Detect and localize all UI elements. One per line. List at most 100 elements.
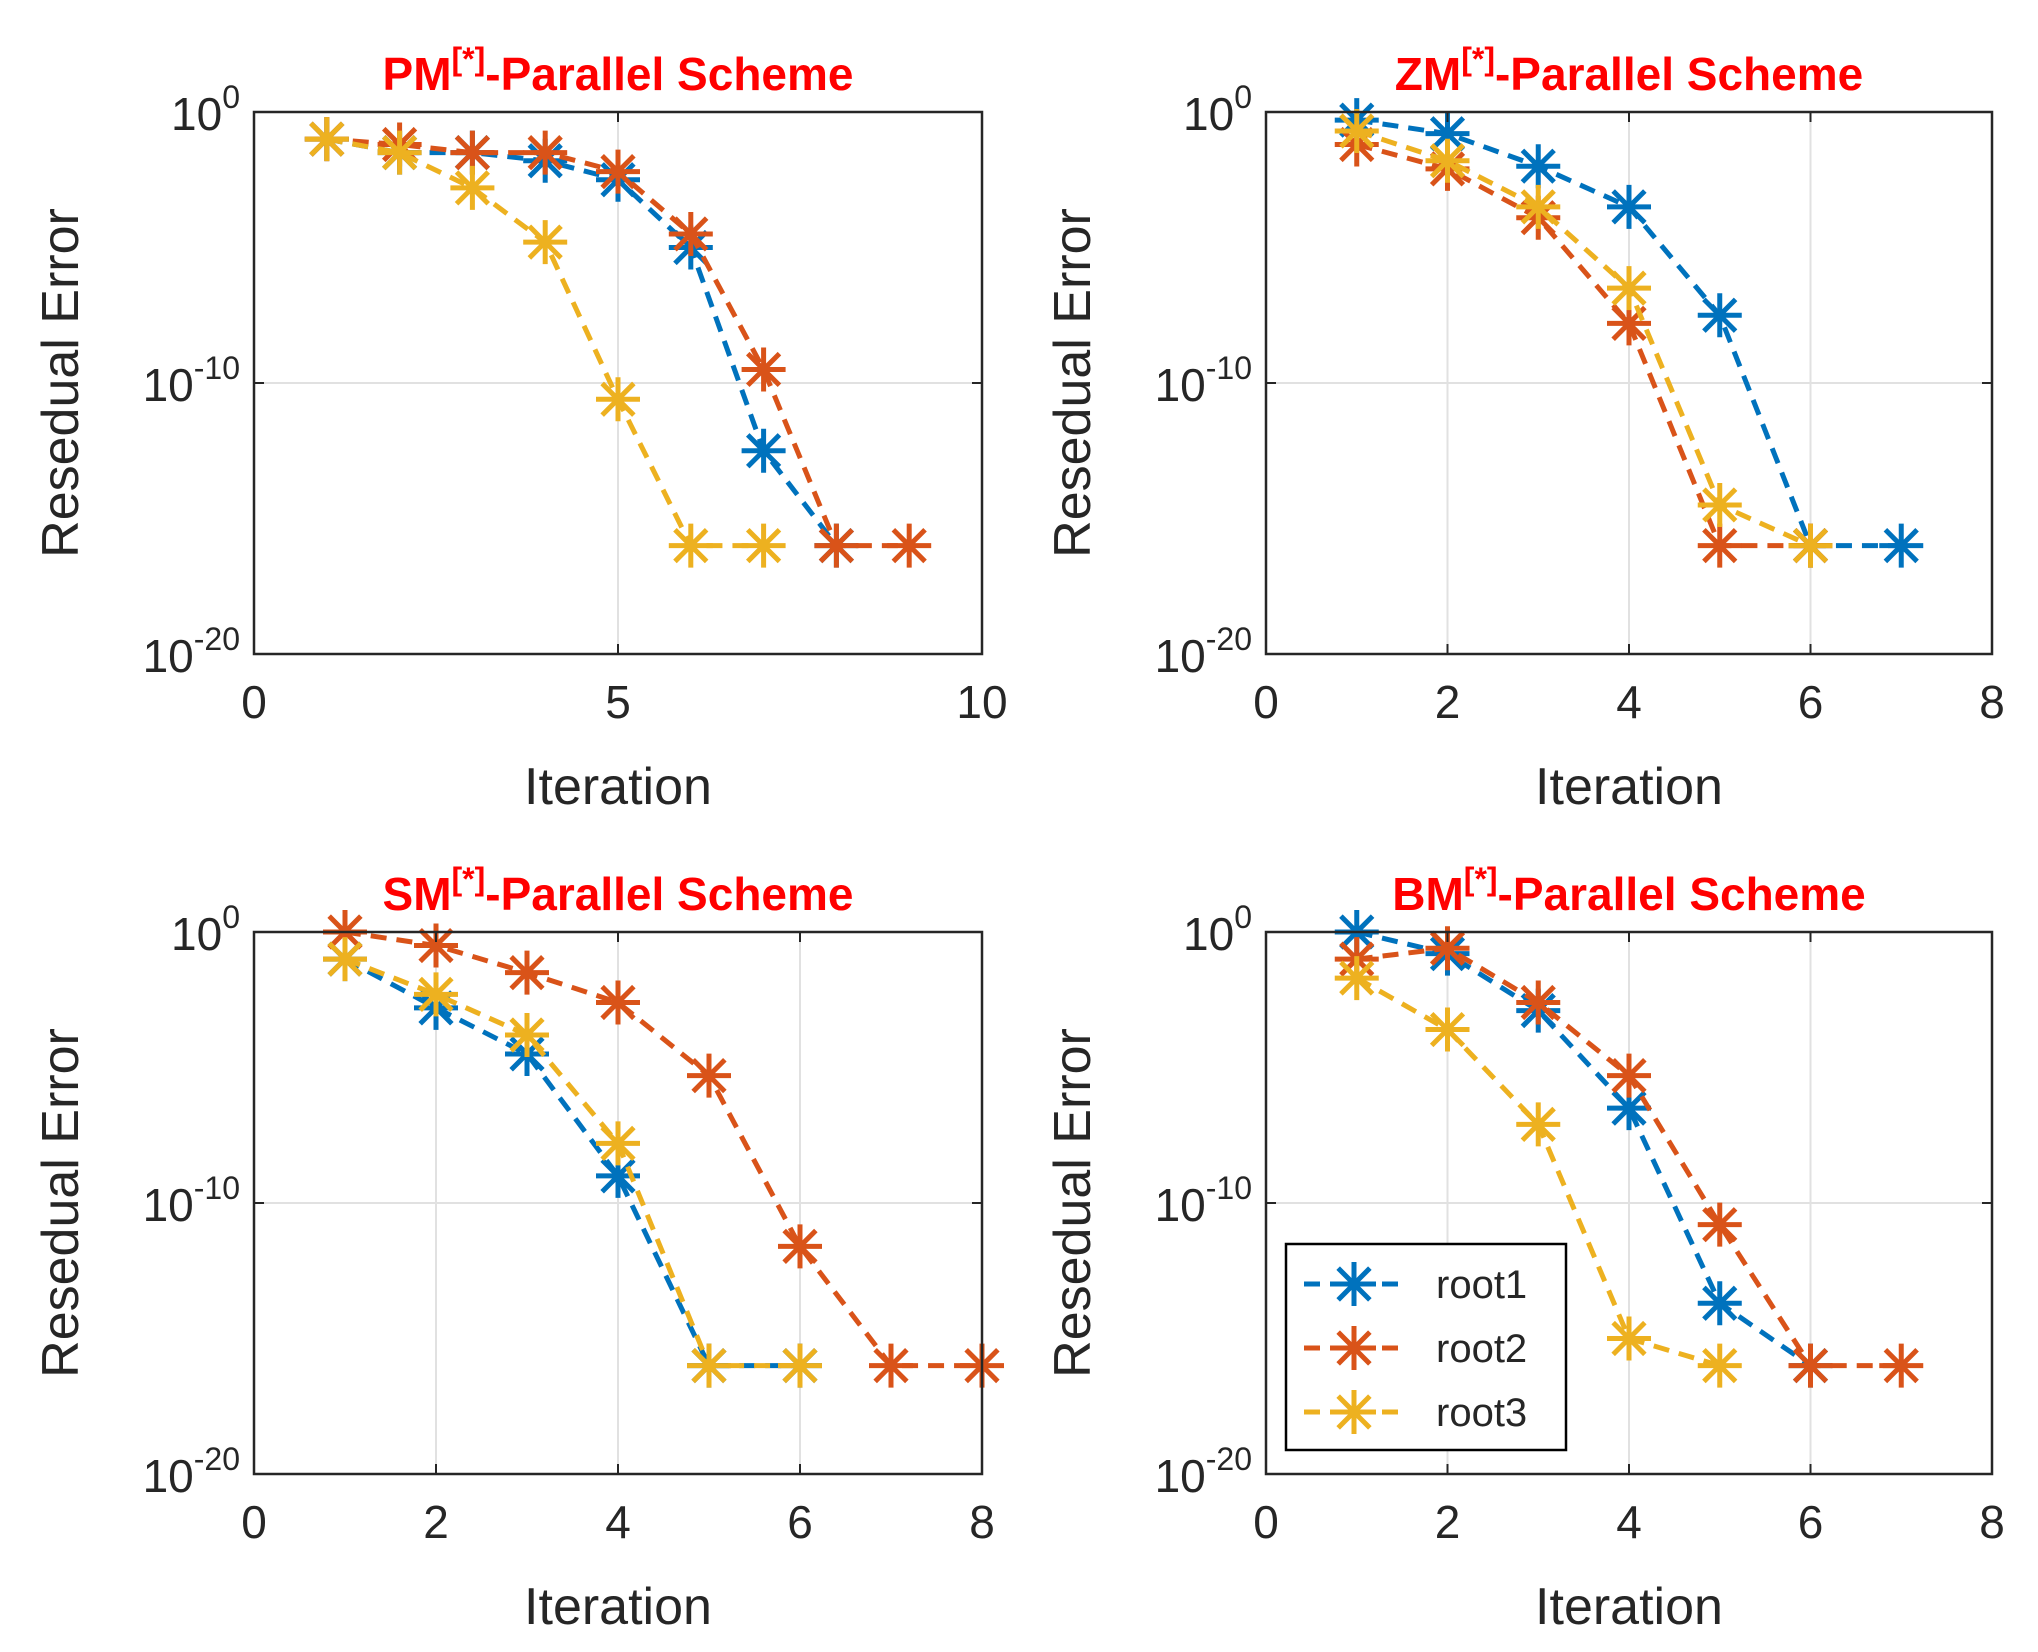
- data-point-root2: [1607, 1053, 1651, 1098]
- legend-label-root2: root2: [1436, 1327, 1527, 1371]
- x-axis-label: Iteration: [1535, 758, 1723, 816]
- legend-marker-root1: [1332, 1262, 1376, 1306]
- x-tick-label: 0: [241, 676, 267, 728]
- series-line-root2: [344, 929, 982, 1369]
- data-point-root3: [1425, 138, 1470, 183]
- data-point-root3: [596, 377, 640, 422]
- series-line-root3: [1355, 128, 1812, 548]
- data-point-root3: [741, 523, 786, 568]
- x-tick-label: 2: [423, 1496, 449, 1548]
- x-tick-label: 8: [1979, 1496, 2005, 1548]
- y-axis-label: Resedual Error: [32, 208, 90, 558]
- y-tick-label: 10-20: [1155, 621, 1252, 682]
- y-tick-label: 10-20: [143, 1441, 240, 1502]
- data-point-root1: [1879, 523, 1924, 568]
- y-tick-label: 10-10: [1155, 350, 1252, 411]
- data-point-root3: [687, 1343, 731, 1388]
- data-point-root1: [1425, 111, 1470, 156]
- data-point-root3: [377, 130, 422, 175]
- data-point-root2: [1697, 1202, 1742, 1247]
- chart-panel-3: 0 2 4 6 8 100 10-10 10-20 Iteration Resedual Erro…: [32, 861, 1004, 1636]
- series-line-root3: [344, 956, 800, 1369]
- y-tick-label: 10-10: [143, 1170, 240, 1231]
- data-point-root3: [1788, 523, 1833, 568]
- x-tick-label: 2: [1435, 1496, 1461, 1548]
- data-point-root1: [1697, 1281, 1742, 1326]
- data-point-root3: [1425, 1007, 1470, 1052]
- x-axis-label: Iteration: [1535, 1578, 1723, 1636]
- data-point-root3: [304, 117, 349, 162]
- data-point-root3: [1334, 108, 1379, 153]
- data-point-root3: [1516, 1102, 1561, 1147]
- data-point-root2: [505, 950, 549, 995]
- chart-title: PM[*]-Parallel Scheme: [383, 41, 854, 100]
- data-point-root3: [323, 937, 367, 982]
- x-tick-label: 4: [1616, 676, 1642, 728]
- x-tick-label: 6: [1798, 1496, 1824, 1548]
- y-tick-label: 100: [1183, 899, 1252, 960]
- data-point-root3: [1607, 266, 1651, 311]
- x-tick-label: 8: [1979, 676, 2005, 728]
- data-point-root2: [887, 523, 932, 568]
- data-point-root2: [1788, 1343, 1833, 1388]
- data-point-root1: [1607, 184, 1651, 229]
- chart-title: BM[*]-Parallel Scheme: [1392, 861, 1866, 920]
- data-point-root2: [1879, 1343, 1924, 1388]
- data-point-root1: [1697, 293, 1742, 338]
- data-point-root2: [596, 980, 640, 1025]
- series-line-root2: [1356, 142, 1811, 549]
- chart-title: SM[*]-Parallel Scheme: [383, 861, 854, 920]
- x-tick-label: 6: [787, 1496, 813, 1548]
- data-point-root3: [778, 1343, 822, 1388]
- chart-title: ZM[*]-Parallel Scheme: [1395, 41, 1863, 100]
- y-tick-label: 10-20: [1155, 1441, 1252, 1502]
- legend: root1 root2 root3: [1284, 1242, 1568, 1452]
- data-point-root1: [1516, 144, 1561, 189]
- x-tick-label: 0: [1253, 676, 1279, 728]
- x-tick-label: 10: [956, 676, 1007, 728]
- x-tick-label: 6: [1798, 676, 1824, 728]
- legend-label-root3: root3: [1436, 1391, 1527, 1435]
- data-point-root2: [1607, 301, 1651, 346]
- y-axis-label: Resedual Error: [1044, 208, 1102, 558]
- data-point-root2: [814, 523, 859, 568]
- y-tick-label: 10-10: [143, 350, 240, 411]
- data-point-root3: [668, 523, 713, 568]
- data-point-root2: [450, 130, 495, 175]
- y-tick-label: 10-10: [1155, 1170, 1252, 1231]
- y-tick-label: 10-20: [143, 621, 240, 682]
- data-point-root3: [596, 1121, 640, 1166]
- data-point-root3: [1697, 482, 1742, 527]
- data-point-root2: [687, 1053, 731, 1098]
- data-point-root2: [523, 130, 568, 175]
- data-point-root1: [596, 1153, 640, 1198]
- series-line-root1: [1356, 929, 1812, 1368]
- chart-panel-2: 0 2 4 6 8 100 10-10 10-20 Iteration Resedual Erro…: [1044, 41, 2005, 816]
- data-point-root3: [1516, 184, 1561, 229]
- data-point-root2: [1425, 926, 1470, 971]
- data-point-root1: [1607, 1086, 1651, 1131]
- x-tick-label: 2: [1435, 676, 1461, 728]
- data-point-root2: [596, 149, 640, 194]
- x-tick-label: 5: [605, 676, 631, 728]
- data-point-root2: [778, 1224, 822, 1269]
- data-point-root3: [414, 972, 458, 1017]
- x-axis-label: Iteration: [524, 1578, 712, 1636]
- data-point-root3: [505, 1012, 549, 1057]
- chart-panel-4: 0 2 4 6 8 100 10-10 10-20 Iteration Resedual Erro…: [1044, 861, 2005, 1636]
- data-point-root2: [741, 347, 786, 392]
- x-tick-label: 0: [1253, 1496, 1279, 1548]
- data-point-root3: [1607, 1316, 1651, 1361]
- data-point-root2: [668, 211, 713, 256]
- data-point-root2: [869, 1343, 913, 1388]
- y-axis-label: Resedual Error: [1044, 1028, 1102, 1378]
- data-point-root3: [1334, 956, 1379, 1001]
- x-tick-label: 8: [969, 1496, 995, 1548]
- data-point-root3: [1697, 1343, 1742, 1388]
- data-point-root3: [523, 220, 568, 265]
- x-axis-label: Iteration: [524, 758, 712, 816]
- data-point-root2: [1516, 980, 1561, 1025]
- legend-marker-root2: [1332, 1326, 1376, 1370]
- x-tick-label: 0: [241, 1496, 267, 1548]
